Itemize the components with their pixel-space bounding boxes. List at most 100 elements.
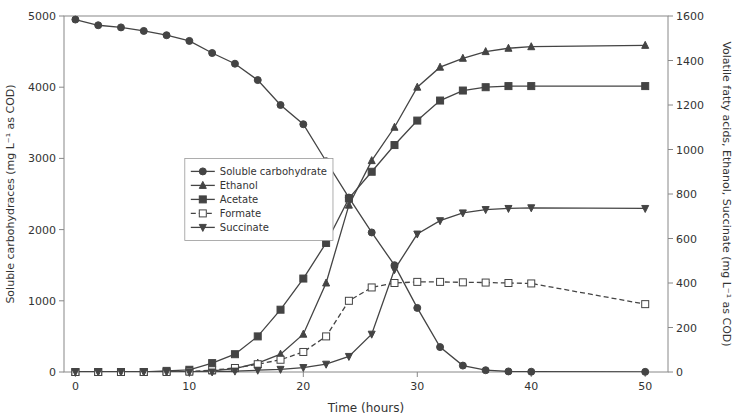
x-axis-label: Time (hours)	[327, 401, 404, 415]
data-point	[300, 121, 307, 128]
data-point	[163, 32, 170, 39]
series-line	[75, 45, 645, 372]
markers	[72, 16, 649, 376]
axes: 0102030405001000200030004000500002004006…	[4, 10, 733, 415]
data-point	[117, 24, 124, 31]
x-tick-label: 20	[296, 380, 310, 393]
data-point	[391, 267, 398, 274]
data-point	[391, 142, 398, 149]
data-point	[117, 369, 124, 376]
data-point	[277, 366, 284, 373]
data-point	[482, 48, 489, 55]
x-tick-label: 30	[410, 380, 424, 393]
legend-label: Formate	[220, 208, 261, 219]
y2-tick-label: 400	[676, 277, 697, 290]
data-point	[391, 123, 398, 130]
data-point	[277, 306, 284, 313]
data-point	[642, 205, 649, 212]
y-tick	[59, 158, 64, 159]
data-point	[391, 280, 398, 287]
data-point	[505, 280, 512, 287]
x-tick-label: 0	[72, 380, 79, 393]
data-point	[72, 369, 79, 376]
series-line	[75, 86, 645, 372]
y2-tick	[668, 372, 673, 373]
legend-marker	[199, 210, 206, 217]
data-point	[414, 304, 421, 311]
data-point	[323, 333, 330, 340]
data-point	[528, 280, 535, 287]
data-point	[482, 84, 489, 91]
y-tick	[59, 300, 64, 301]
data-point	[209, 369, 216, 376]
data-point	[95, 368, 102, 375]
data-point	[459, 210, 466, 217]
data-point	[95, 369, 102, 376]
data-point	[140, 368, 147, 375]
data-point	[254, 367, 261, 374]
y-tick-label: 0	[49, 366, 56, 379]
y2-tick	[668, 194, 673, 195]
data-point	[163, 369, 170, 376]
y2-tick	[668, 283, 673, 284]
data-point	[140, 369, 147, 376]
x-tick	[417, 372, 418, 377]
data-point	[72, 16, 79, 23]
lines	[75, 20, 645, 372]
data-point	[323, 279, 330, 286]
data-point	[414, 231, 421, 238]
data-point	[505, 368, 512, 375]
data-point	[437, 97, 444, 104]
data-point	[505, 205, 512, 212]
data-point	[72, 368, 79, 375]
legend-marker	[199, 181, 206, 188]
y2-tick-label: 1400	[676, 55, 704, 68]
x-tick-label: 40	[524, 380, 538, 393]
data-point	[95, 22, 102, 29]
data-point	[642, 41, 649, 48]
y-axis-label: Soluble carbohydraces (mg L⁻¹ as COD)	[4, 84, 17, 303]
data-point	[437, 218, 444, 225]
legend-marker	[199, 168, 206, 175]
data-point	[72, 369, 79, 376]
data-point	[140, 27, 147, 34]
data-point	[642, 83, 649, 90]
data-point	[482, 367, 489, 374]
y2-tick-label: 1200	[676, 99, 704, 112]
data-point	[300, 330, 307, 337]
legend-marker	[199, 224, 206, 231]
data-point	[368, 284, 375, 291]
data-point	[300, 275, 307, 282]
data-point	[414, 83, 421, 90]
data-point	[300, 348, 307, 355]
y2-tick-label: 800	[676, 188, 697, 201]
data-point	[186, 368, 193, 375]
y-tick	[59, 229, 64, 230]
legend-label: Soluble carbohydrate	[220, 166, 327, 177]
y-tick	[59, 16, 64, 17]
data-point	[186, 369, 193, 376]
data-point	[277, 356, 284, 363]
data-point	[95, 369, 102, 376]
y2-tick	[668, 238, 673, 239]
data-point	[482, 207, 489, 214]
data-point	[117, 368, 124, 375]
data-point	[186, 37, 193, 44]
data-point	[277, 102, 284, 109]
data-point	[528, 368, 535, 375]
legend-label: Ethanol	[220, 180, 258, 191]
data-point	[95, 369, 102, 376]
data-point	[368, 168, 375, 175]
data-point	[254, 77, 261, 84]
data-point	[437, 278, 444, 285]
data-point	[231, 368, 238, 375]
y-tick-label: 2000	[28, 224, 56, 237]
y2-tick-label: 200	[676, 322, 697, 335]
data-point	[437, 63, 444, 70]
plot-frame	[64, 16, 668, 372]
y-tick	[59, 372, 64, 373]
data-point	[345, 195, 352, 202]
y2-tick	[668, 16, 673, 17]
x-tick	[303, 372, 304, 377]
data-point	[163, 368, 170, 375]
